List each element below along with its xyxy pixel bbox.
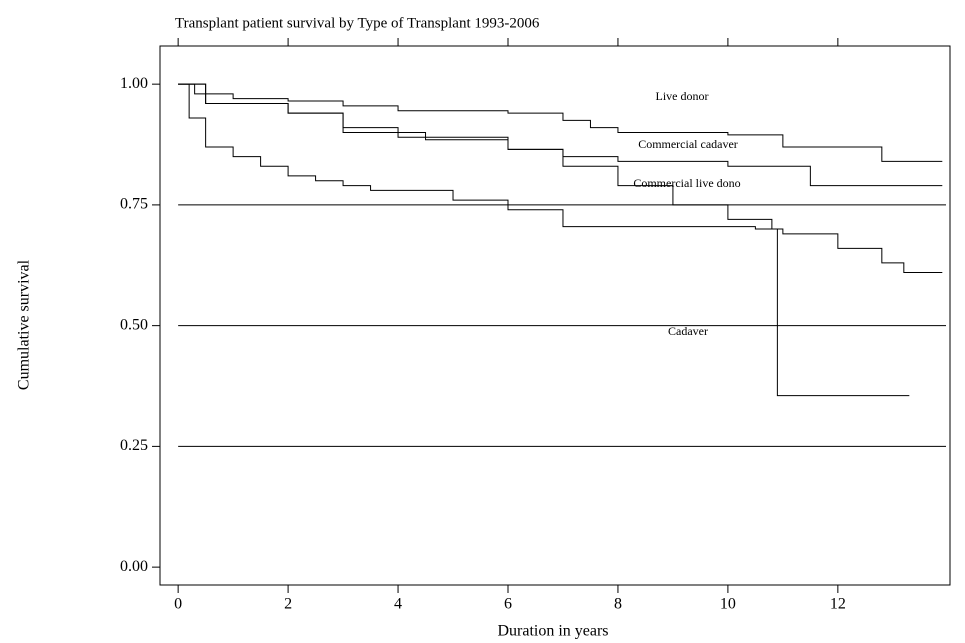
x-tick-label: 12 — [830, 596, 846, 613]
x-tick-label: 8 — [614, 596, 622, 613]
x-axis-label: Duration in years — [497, 623, 608, 640]
x-tick-label: 2 — [284, 596, 292, 613]
x-tick-label: 4 — [394, 596, 402, 613]
survival-curve — [178, 83, 943, 162]
curve-label: Commercial live dono — [633, 176, 740, 190]
y-tick-label: 0.50 — [120, 316, 148, 333]
curve-label: Live donor — [656, 89, 709, 103]
curve-label: Cadaver — [668, 324, 708, 338]
y-tick-label: 0.75 — [120, 196, 148, 213]
x-tick-label: 0 — [174, 596, 182, 613]
plot-frame — [159, 45, 951, 586]
chart-title: Transplant patient survival by Type of T… — [175, 15, 540, 31]
survival-curve — [178, 83, 943, 274]
y-tick-label: 0.25 — [120, 437, 148, 454]
survival-curve — [178, 83, 910, 397]
survival-curve — [178, 83, 943, 187]
x-tick-label: 10 — [720, 596, 736, 613]
y-tick-label: 0.00 — [120, 558, 148, 575]
y-axis-label: Cumulative survival — [16, 259, 33, 390]
curve-label: Commercial cadaver — [638, 137, 738, 151]
y-tick-label: 1.00 — [120, 75, 148, 92]
x-tick-label: 6 — [504, 596, 512, 613]
